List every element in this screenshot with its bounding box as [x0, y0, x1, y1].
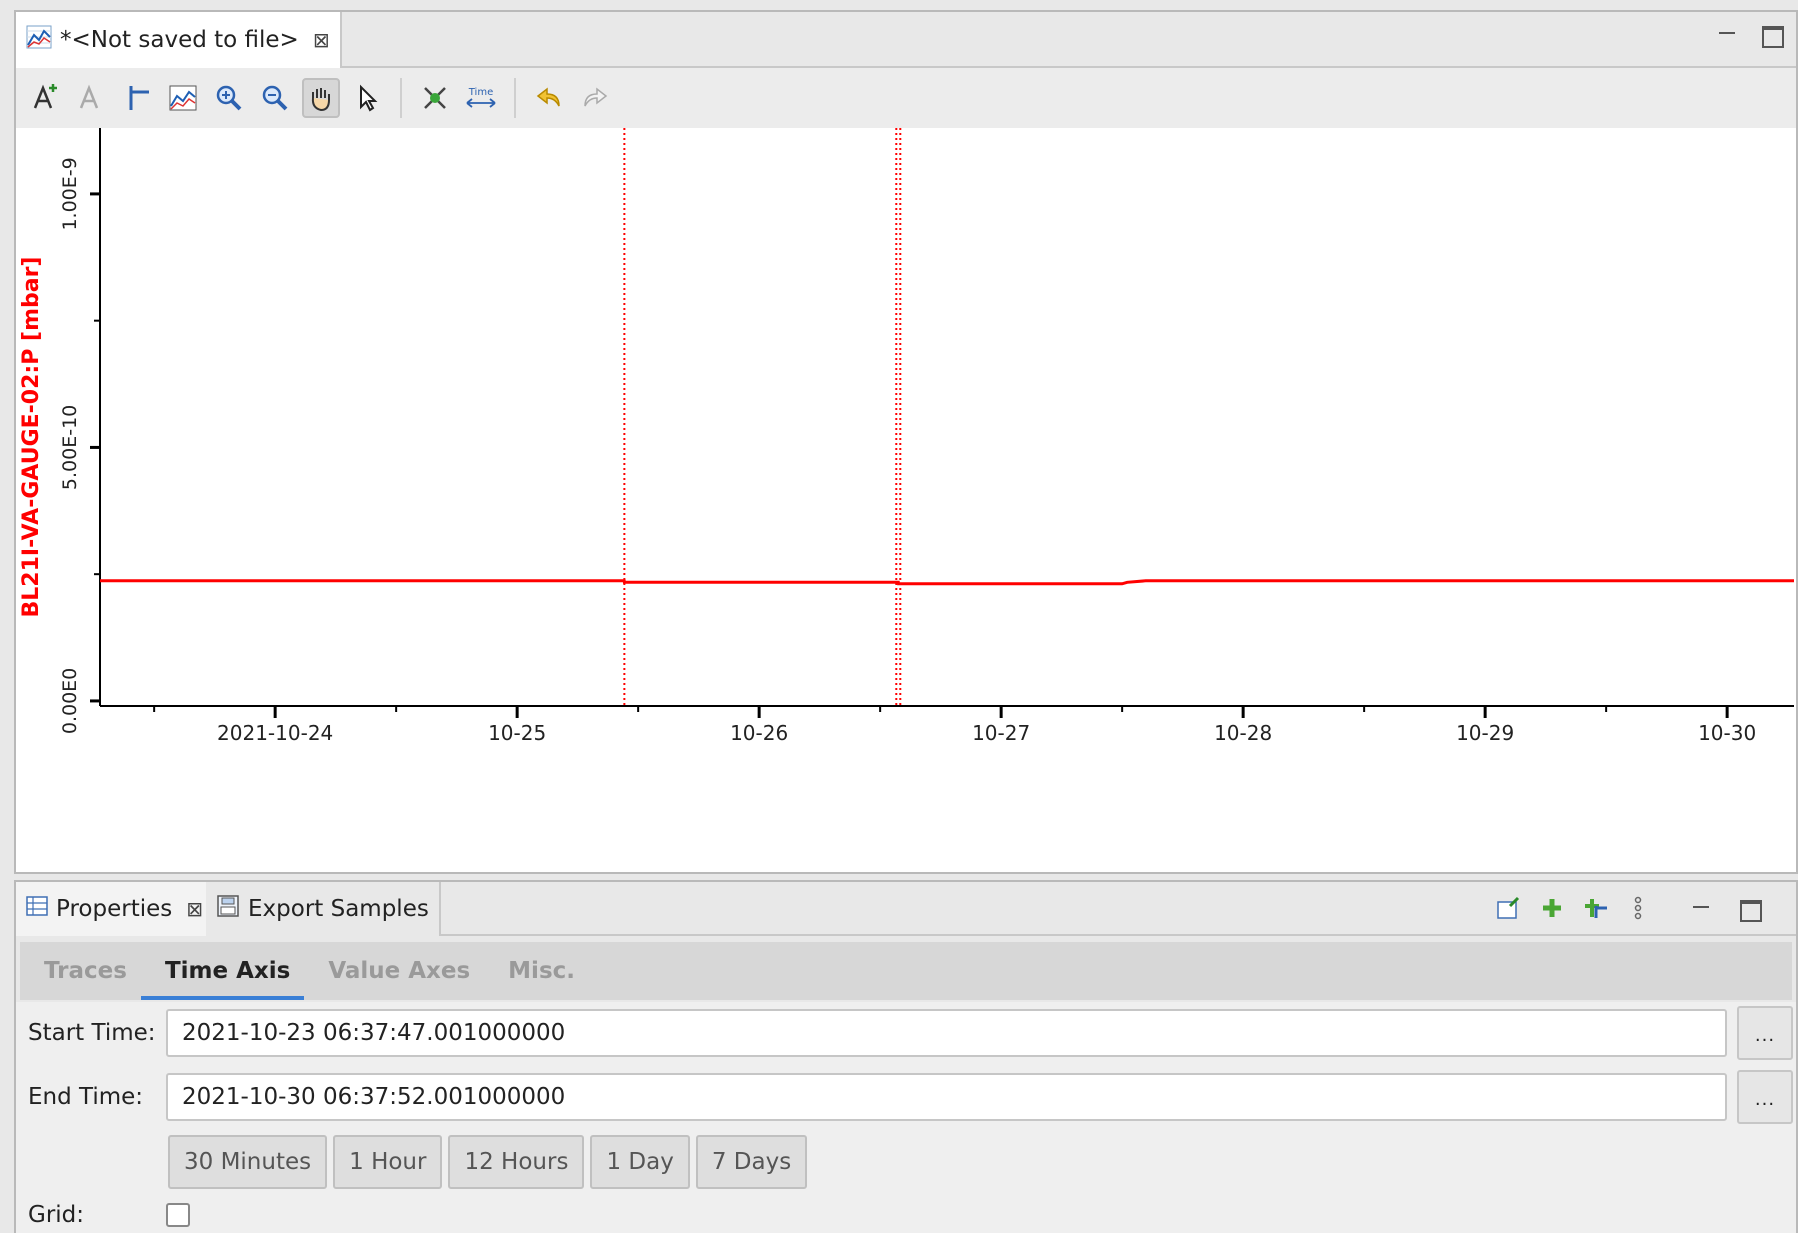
tab-export-samples[interactable]: Export Samples — [206, 882, 441, 936]
y-tick-label: 0.00E0 — [59, 668, 81, 734]
y-axis-label: BL21I-VA-GAUGE-02:P [mbar] — [19, 257, 44, 618]
properties-icon — [26, 895, 48, 923]
view-menu-icon[interactable] — [1626, 896, 1650, 926]
x-tick-label: 10-26 — [730, 721, 788, 745]
x-tick-label: 10-29 — [1456, 721, 1514, 745]
edit-annotation-icon[interactable] — [72, 78, 110, 118]
close-icon[interactable]: ⊠ — [312, 28, 330, 52]
stagger-icon[interactable] — [164, 78, 202, 118]
x-tick-label: 10-28 — [1214, 721, 1272, 745]
grid-label: Grid: — [28, 1202, 85, 1228]
properties-view: Properties ⊠ Export Samples — [14, 880, 1798, 1233]
plot-area[interactable]: 0.00E0 5.00E-10 1.00E-9 BL21I-VA-GAUGE-02:P… — [16, 128, 1796, 872]
range-1-day-button[interactable]: 1 Day — [590, 1135, 690, 1189]
chart-icon — [26, 25, 52, 55]
x-tick-label: 10-27 — [972, 721, 1030, 745]
range-7-days-button[interactable]: 7 Days — [695, 1135, 808, 1189]
tab-value-axes[interactable]: Value Axes — [328, 958, 471, 984]
plot-toolbar: Time — [16, 68, 1796, 128]
zoom-out-icon[interactable] — [256, 78, 294, 118]
y-tick-label: 5.00E-10 — [59, 405, 81, 490]
crosshair-icon[interactable] — [118, 78, 156, 118]
end-time-input[interactable]: 2021-10-30 06:37:52.001000000 — [166, 1073, 1727, 1121]
start-time-label: Start Time: — [28, 1020, 156, 1046]
maximize-icon[interactable] — [1740, 900, 1762, 922]
maximize-icon[interactable] — [1762, 26, 1784, 48]
start-time-input[interactable]: 2021-10-23 06:37:47.001000000 — [166, 1009, 1727, 1057]
add-trace-icon[interactable] — [1540, 896, 1564, 926]
editor-tab[interactable]: *<Not saved to file> ⊠ — [16, 12, 342, 68]
undo-icon[interactable] — [530, 78, 568, 118]
time-config-icon[interactable]: Time — [462, 78, 500, 118]
x-tick-label: 10-30 — [1698, 721, 1756, 745]
new-item-icon[interactable] — [1496, 896, 1522, 926]
add-annotation-icon[interactable] — [26, 78, 64, 118]
start-time-picker-button[interactable]: ... — [1737, 1006, 1793, 1060]
pan-icon[interactable] — [302, 78, 340, 118]
properties-tabbar: Properties ⊠ Export Samples — [16, 882, 1796, 936]
end-time-picker-button[interactable]: ... — [1737, 1070, 1793, 1124]
trace-line — [100, 579, 1794, 586]
y-tick-label: 1.00E-9 — [59, 157, 81, 230]
close-icon[interactable]: ⊠ — [186, 897, 204, 921]
pointer-icon[interactable] — [348, 78, 386, 118]
range-12-hours-button[interactable]: 12 Hours — [448, 1135, 585, 1189]
range-1-hour-button[interactable]: 1 Hour — [333, 1135, 443, 1189]
export-icon — [216, 894, 240, 924]
end-time-label: End Time: — [28, 1084, 144, 1110]
minimize-icon[interactable] — [1716, 26, 1738, 48]
time-axis-form: Start Time: 2021-10-23 06:37:47.00100000… — [16, 1002, 1796, 1233]
add-axis-icon[interactable] — [1582, 896, 1608, 926]
range-30-minutes-button[interactable]: 30 Minutes — [168, 1135, 328, 1189]
minimize-icon[interactable] — [1690, 900, 1712, 922]
editor-tabbar: *<Not saved to file> ⊠ — [16, 12, 1796, 68]
tab-properties-label: Properties — [56, 896, 173, 922]
tab-export-label: Export Samples — [248, 896, 429, 922]
zoom-in-icon[interactable] — [210, 78, 248, 118]
tab-properties[interactable]: Properties ⊠ — [16, 882, 216, 936]
x-tick-label: 10-25 — [488, 721, 546, 745]
pressure-chart[interactable]: 0.00E0 5.00E-10 1.00E-9 BL21I-VA-GAUGE-02:P… — [16, 128, 1796, 872]
scroll-icon[interactable] — [416, 78, 454, 118]
grid-checkbox[interactable] — [166, 1203, 190, 1227]
tab-time-axis[interactable]: Time Axis — [140, 942, 305, 1000]
redo-icon[interactable] — [576, 78, 614, 118]
x-tick-label: 2021-10-24 — [217, 721, 333, 745]
editor-tab-title: *<Not saved to file> — [60, 27, 299, 53]
plot-editor: *<Not saved to file> ⊠ — [14, 10, 1798, 874]
properties-subtabs: Traces Time Axis Value Axes Misc. — [20, 942, 1792, 1000]
tab-traces[interactable]: Traces — [44, 958, 127, 984]
tab-misc[interactable]: Misc. — [508, 958, 576, 984]
time-label: Time — [468, 87, 493, 98]
